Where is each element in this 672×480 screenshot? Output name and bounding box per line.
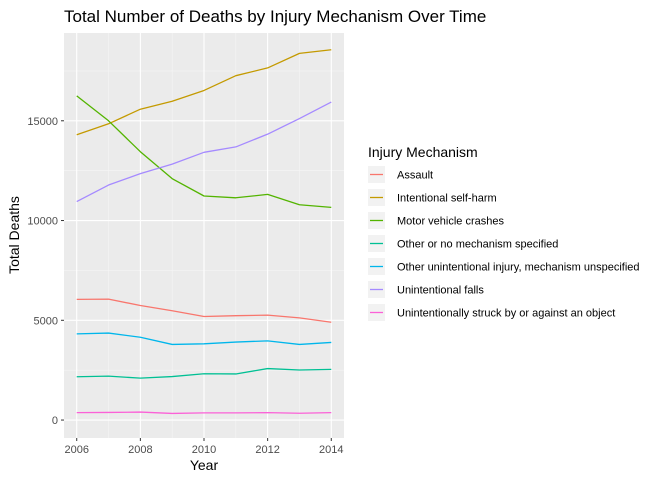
series-line-6 xyxy=(76,411,332,415)
series-line-5 xyxy=(76,101,332,203)
legend-label: Intentional self-harm xyxy=(397,193,497,205)
x-axis-title: Year xyxy=(190,457,219,473)
legend-label: Assault xyxy=(397,170,433,182)
y-axis-ticks: 0 5000 10000 15000 xyxy=(27,116,64,427)
x-axis-ticks: 2006 2008 2010 2012 2014 xyxy=(64,438,344,456)
series-line-4 xyxy=(76,332,332,346)
y-axis-title: Total Deaths xyxy=(6,196,22,274)
series-line-1 xyxy=(76,49,332,136)
x-tick-label: 2014 xyxy=(319,444,343,456)
x-tick-label: 2012 xyxy=(255,444,279,456)
legend-label: Motor vehicle crashes xyxy=(397,216,504,228)
y-tick-label: 5000 xyxy=(34,315,58,327)
legend-label: Other or no mechanism specified xyxy=(397,239,558,251)
y-tick-label: 0 xyxy=(52,415,58,427)
series-line-3 xyxy=(76,367,332,379)
legend-title: Injury Mechanism xyxy=(368,144,478,160)
legend-items: Assault Intentional self-harm Motor vehicl… xyxy=(368,166,640,321)
major-gridlines xyxy=(64,33,344,438)
y-tick-label: 10000 xyxy=(27,216,58,228)
chart-title: Total Number of Deaths by Injury Mechani… xyxy=(64,7,486,26)
legend-label: Other unintentional injury, mechanism un… xyxy=(397,262,640,274)
series-line-2 xyxy=(76,95,332,209)
legend-label: Unintentional falls xyxy=(397,285,484,297)
x-tick-label: 2008 xyxy=(128,444,152,456)
legend-label: Unintentionally struck by or against an … xyxy=(397,308,615,320)
series-lines xyxy=(76,49,332,415)
x-tick-label: 2006 xyxy=(64,444,88,456)
y-tick-label: 15000 xyxy=(27,116,58,128)
x-tick-label: 2010 xyxy=(192,444,216,456)
legend: Injury Mechanism Assault Intentional self… xyxy=(368,144,640,321)
series-line-0 xyxy=(76,298,332,323)
